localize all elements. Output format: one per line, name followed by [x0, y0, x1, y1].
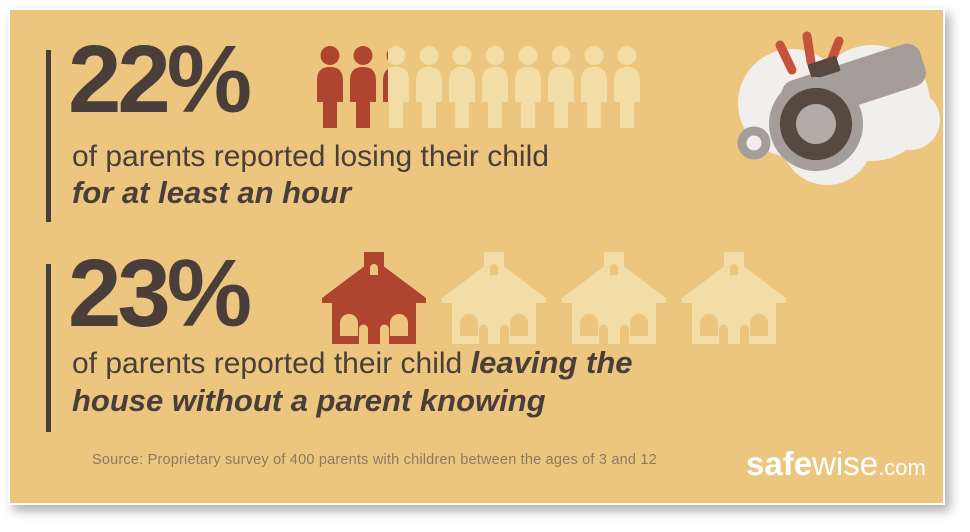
- stat-text-line1: of parents reported their child leaving …: [72, 345, 633, 380]
- stat-text-regular: of parents reported their child: [72, 347, 471, 380]
- person-icon: [448, 46, 476, 128]
- person-icon: [514, 46, 542, 128]
- person-icon: [382, 46, 410, 128]
- source-note: Source: Proprietary survey of 400 parent…: [92, 452, 657, 468]
- house-icon: [560, 252, 668, 344]
- stat-text-bold: leaving the: [470, 345, 633, 380]
- house-icon: [680, 252, 788, 344]
- person-pictograph-row: [316, 46, 641, 128]
- accent-bar: [46, 50, 51, 222]
- person-icon: [481, 46, 509, 128]
- person-icon: [580, 46, 608, 128]
- person-icon: [613, 46, 641, 128]
- accent-bar: [46, 264, 51, 432]
- logo-bold-part: safe: [746, 445, 813, 482]
- stat-value-lost-child: 22%: [68, 26, 252, 133]
- whistle-icon: [737, 31, 940, 185]
- infographic-card: 22% of parents reported losing their chi…: [8, 8, 945, 505]
- house-pictograph-row: [320, 252, 788, 344]
- stat-value-left-house: 23%: [68, 240, 252, 347]
- logo-suffix: .com: [878, 455, 926, 480]
- stat-text-line2: house without a parent knowing: [72, 383, 546, 418]
- house-icon: [440, 252, 548, 344]
- stat-text-line2: for at least an hour: [72, 175, 352, 210]
- person-icon: [547, 46, 575, 128]
- person-icon: [316, 46, 344, 128]
- logo-regular-part: wise: [812, 445, 879, 482]
- person-icon: [349, 46, 377, 128]
- person-icon: [415, 46, 443, 128]
- house-icon: [320, 252, 428, 344]
- safewise-logo: safewise.com: [746, 447, 926, 480]
- whistle-illustration: [722, 15, 954, 193]
- stat-text-line1: of parents reported losing their child: [72, 140, 549, 173]
- person-icon-partial-fill: [382, 46, 388, 128]
